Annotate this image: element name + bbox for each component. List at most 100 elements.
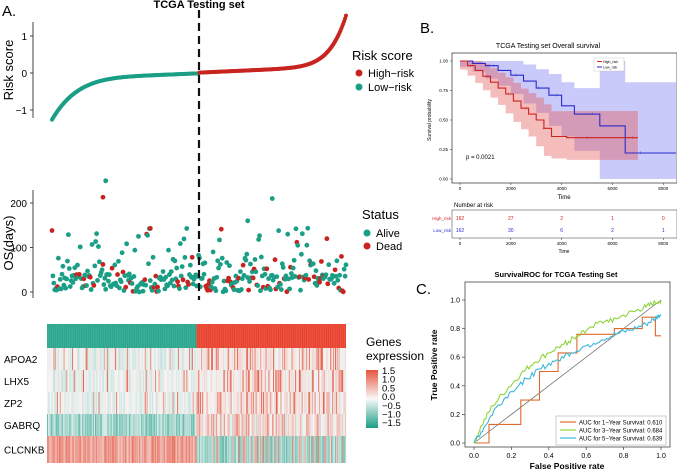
heatmap-cell [260,348,262,370]
heatmap-cell [339,436,341,463]
heatmap-cell [71,348,73,370]
heatmap-cell [192,370,194,392]
heatmap-cell [83,436,85,463]
heatmap-cell [65,392,67,414]
os-point [304,242,310,248]
os-point [162,286,168,292]
heatmap-cell [128,348,130,370]
heatmap-cell [345,348,347,370]
heatmap-cell [192,414,194,436]
heatmap-cell [296,370,298,392]
heatmap-cell [269,370,271,392]
heatmap-cell [106,370,108,392]
heatmap-cell [177,436,179,463]
heatmap-cell [67,436,69,463]
heatmap-cell [298,436,300,463]
heatmap-cell [213,392,215,414]
heatmap-cell [187,414,189,436]
gene-label-gabrq: GABRQ [4,421,40,432]
heatmap-cell [154,348,156,370]
heatmap-cell [166,370,169,392]
heatmap-cell [306,436,308,463]
heatmap-cell [53,348,55,370]
heatmap-cell [59,370,61,392]
heatmap-cell [154,348,157,370]
heatmap-cell [211,348,213,370]
heatmap-cell [63,348,65,370]
heatmap-cell [186,348,188,370]
heatmap-cell [70,392,72,414]
heatmap-cell [126,392,128,414]
heatmap-cell [331,370,333,392]
heatmap-cell [91,436,93,463]
heatmap-cell [94,370,96,392]
heatmap-cell [182,436,184,463]
heatmap-cell [165,414,167,436]
heatmap-cell [73,370,75,392]
heatmap-cell [266,414,268,436]
heatmap-cell [322,436,324,463]
heatmap-cell [166,436,168,463]
heatmap-cell [157,348,159,370]
heatmap-cell [218,348,220,370]
os-point [96,259,102,265]
heatmap-cell [145,348,147,370]
heatmap-cell [322,392,324,414]
heatmap-cell [142,348,144,370]
heatmap-cell [314,348,316,370]
heatmap-cell [304,392,306,414]
heatmap-cell [214,392,217,414]
heatmap-cell [241,414,243,436]
heatmap-cell [95,436,97,463]
heatmap-cell [48,392,50,414]
heatmap-cell [110,392,112,414]
heatmap-cell [334,392,336,414]
heatmap-cell [270,348,272,370]
heatmap-cell [162,392,164,414]
heatmap-cell [226,392,229,414]
heatmap-cell [241,370,243,392]
risk-legend: Risk score High−risk Low−risk [352,48,415,94]
heatmap-cell [199,392,201,414]
heatmap-cell [204,348,206,370]
heatmap-cell [285,370,287,392]
heatmap-cell [117,348,119,370]
heatmap-cell [221,436,223,463]
heatmap-cell [162,436,164,463]
heatmap-cell [96,370,98,392]
km-legend-high: High_risk [603,60,618,64]
heatmap-cell [246,370,248,392]
heatmap-cell [142,392,145,414]
heatmap-cell [212,348,214,370]
heatmap-cell [182,414,184,436]
heat-legend-tick: −1.0 [382,410,401,421]
heatmap-cell [247,370,249,392]
heatmap-cell [261,370,263,392]
heatmap-cell [79,392,81,414]
os-point [179,264,185,269]
heatmap-cell [135,436,137,463]
heatmap-cell [166,370,168,392]
heatmap-cell [48,414,50,436]
heatmap-cell [276,436,278,463]
heatmap-cell [206,392,208,414]
heatmap-cell [319,436,321,463]
heatmap-cell [185,392,187,414]
heatmap-cell [249,370,251,392]
heatmap-cell [185,348,187,370]
heatmap-cell [338,348,340,370]
km-x-tick-label: 4000 [557,186,568,191]
heatmap-cell [288,392,290,414]
heatmap-cell [150,414,152,436]
heatmap-cell [61,392,63,414]
heatmap-cell [189,370,191,392]
heatmap-cell [142,436,145,463]
heatmap-cell [287,392,289,414]
heatmap-cell [292,414,294,436]
heatmap-cell [105,436,107,463]
os-point [106,278,111,284]
heatmap-cell [106,436,108,463]
heatmap-cell [246,414,248,436]
heatmap-cell [341,348,343,370]
os-point [247,279,252,284]
